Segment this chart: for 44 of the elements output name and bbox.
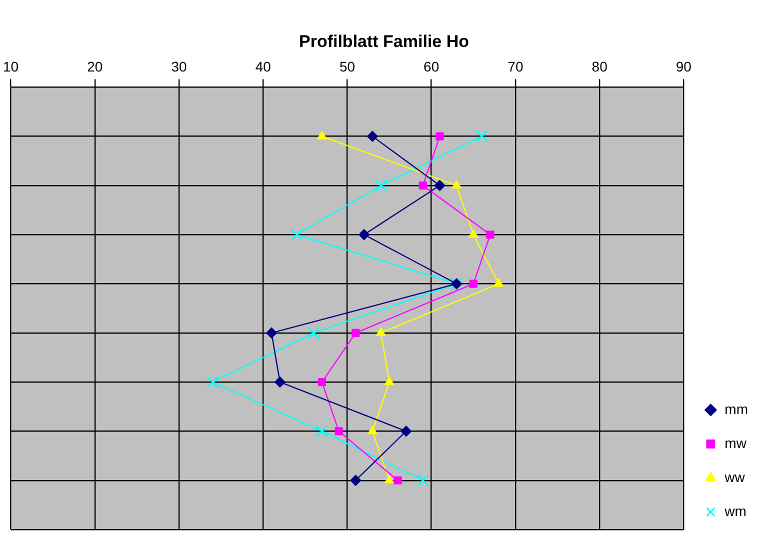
legend-label: mw [724, 434, 748, 451]
point [494, 278, 504, 287]
point [350, 474, 362, 486]
point [316, 424, 328, 438]
point [290, 228, 304, 242]
x-tick-label: 30 [171, 58, 188, 75]
point [394, 476, 402, 484]
point [307, 326, 320, 340]
point [416, 474, 430, 487]
point [376, 327, 386, 336]
point [274, 376, 286, 388]
point [434, 180, 446, 191]
point [374, 179, 388, 192]
point [469, 280, 478, 288]
point [400, 426, 412, 437]
point [366, 130, 378, 142]
point [358, 229, 370, 240]
point [475, 130, 488, 143]
x-tick-label: 70 [508, 58, 524, 75]
x-tick-label: 80 [592, 58, 608, 75]
point [486, 230, 494, 239]
legend-label: ww [724, 468, 746, 485]
point [334, 427, 343, 436]
point [436, 132, 444, 140]
point [384, 376, 394, 386]
point [206, 376, 220, 388]
x-tick-label: 10 [2, 58, 19, 75]
x-tick-label: 40 [255, 58, 272, 75]
x-tick-label: 50 [339, 58, 356, 75]
x-tick-label: 90 [676, 58, 692, 75]
point [384, 474, 394, 484]
point [266, 327, 278, 338]
point [318, 378, 326, 386]
point [468, 229, 478, 238]
legend-label: mm [724, 400, 748, 417]
point [368, 426, 378, 434]
point [452, 180, 462, 188]
legend-label: wm [724, 502, 746, 519]
x-tick-label: 20 [87, 58, 103, 75]
chart-title: Profilblatt Familie Ho [298, 32, 470, 51]
point [352, 328, 360, 337]
point [317, 130, 327, 140]
x-tick-label: 60 [424, 58, 440, 75]
point [418, 181, 427, 190]
